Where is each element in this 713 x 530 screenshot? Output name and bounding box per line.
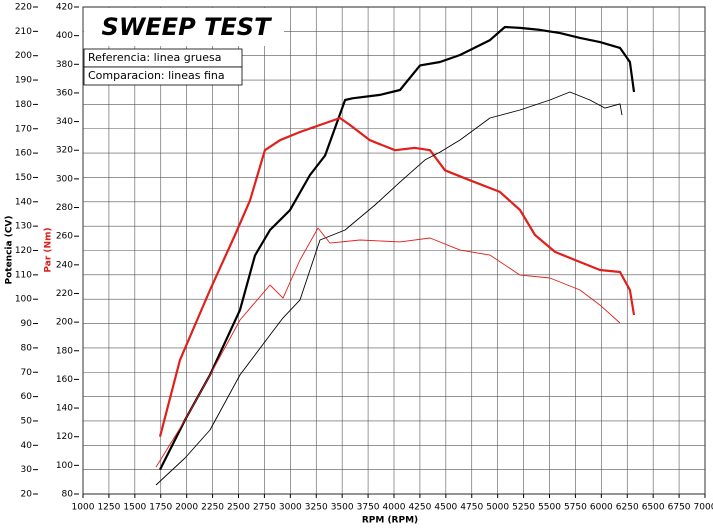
y2-tick-label: 300 — [56, 174, 73, 184]
y2-tick-label: 280 — [56, 203, 73, 213]
y-tick-label: 210 — [15, 27, 32, 37]
y2-axis-label: Par (Nm) — [44, 227, 54, 272]
y-tick-label: 60 — [21, 392, 33, 402]
y2-tick-label: 100 — [56, 461, 73, 471]
x-tick-label: 2500 — [227, 503, 250, 513]
x-tick-label: 1250 — [97, 503, 120, 513]
x-tick-label: 4000 — [383, 503, 406, 513]
y-tick-label: 20 — [21, 490, 33, 500]
x-tick-label: 3000 — [279, 503, 302, 513]
x-tick-label: 3500 — [331, 503, 354, 513]
series-line — [158, 116, 636, 437]
series-line — [155, 91, 623, 486]
x-tick-label: 4500 — [434, 503, 457, 513]
y2-tick-label: 80 — [62, 490, 74, 500]
x-tick-label: 6750 — [668, 503, 691, 513]
y2-tick-label: 400 — [56, 31, 73, 41]
x-tick-label: 2750 — [253, 503, 276, 513]
y2-tick-label: 420 — [56, 3, 73, 13]
x-tick-label: 2250 — [201, 503, 224, 513]
x-tick-label: 6250 — [616, 503, 639, 513]
y-tick-label: 160 — [15, 149, 32, 159]
x-tick-label: 1500 — [123, 503, 146, 513]
y-axis-label: Potencia (CV) — [5, 215, 15, 284]
x-tick-label: 5250 — [512, 503, 535, 513]
x-tick-label: 1000 — [72, 503, 95, 513]
y-tick-label: 70 — [21, 368, 33, 378]
title-box — [84, 8, 284, 46]
x-tick-label: 5750 — [564, 503, 587, 513]
y-tick-label: 220 — [15, 3, 32, 13]
y-tick-label: 30 — [21, 465, 33, 475]
y-tick-label: 80 — [21, 343, 33, 353]
x-axis-label: RPM (RPM) — [362, 516, 418, 526]
y2-tick-label: 200 — [56, 318, 73, 328]
y-tick-label: 190 — [15, 76, 32, 86]
y2-tick-label: 220 — [56, 289, 73, 299]
y-tick-label: 150 — [15, 173, 32, 183]
x-tick-label: 6000 — [590, 503, 613, 513]
x-tick-label: 6500 — [642, 503, 665, 513]
y2-tick-label: 260 — [56, 232, 73, 242]
y2-tick-label: 240 — [56, 260, 73, 270]
x-tick-label: 4250 — [408, 503, 431, 513]
y-tick-label: 110 — [15, 270, 32, 280]
y-tick-label: 180 — [15, 100, 32, 110]
x-tick-label: 3750 — [357, 503, 380, 513]
x-tick-label: 1750 — [149, 503, 172, 513]
y-tick-label: 170 — [15, 124, 32, 134]
y2-tick-label: 180 — [56, 346, 73, 356]
x-tick-label: 5500 — [538, 503, 561, 513]
y2-tick-label: 160 — [56, 375, 73, 385]
y2-tick-label: 380 — [56, 60, 73, 70]
series-line — [155, 227, 621, 468]
legend-note: Comparacion: lineas fina — [88, 69, 225, 82]
y2-tick-label: 340 — [56, 117, 73, 127]
chart-title: SWEEP TEST — [102, 13, 273, 41]
x-tick-label: 7000 — [694, 503, 713, 513]
x-tick-label: 2000 — [175, 503, 198, 513]
legend-box — [83, 66, 243, 86]
series-line — [159, 25, 636, 471]
x-tick-label: 3250 — [305, 503, 328, 513]
y-tick-label: 140 — [15, 197, 32, 207]
y-tick-label: 90 — [21, 319, 33, 329]
y-tick-label: 200 — [15, 51, 32, 61]
y2-tick-label: 140 — [56, 404, 73, 414]
lines — [155, 25, 636, 486]
y-tick-label: 50 — [21, 416, 33, 426]
y2-tick-label: 320 — [56, 146, 73, 156]
y2-tick-label: 120 — [56, 432, 73, 442]
y-tick-label: 120 — [15, 246, 32, 256]
y-tick-label: 130 — [15, 222, 32, 232]
x-tick-label: 4750 — [460, 503, 483, 513]
x-tick-label: 5000 — [486, 503, 509, 513]
y-tick-label: 100 — [15, 295, 32, 305]
y-tick-label: 40 — [21, 441, 33, 451]
legend-note: Referencia: linea gruesa — [88, 51, 221, 64]
y2-tick-label: 360 — [56, 88, 73, 98]
